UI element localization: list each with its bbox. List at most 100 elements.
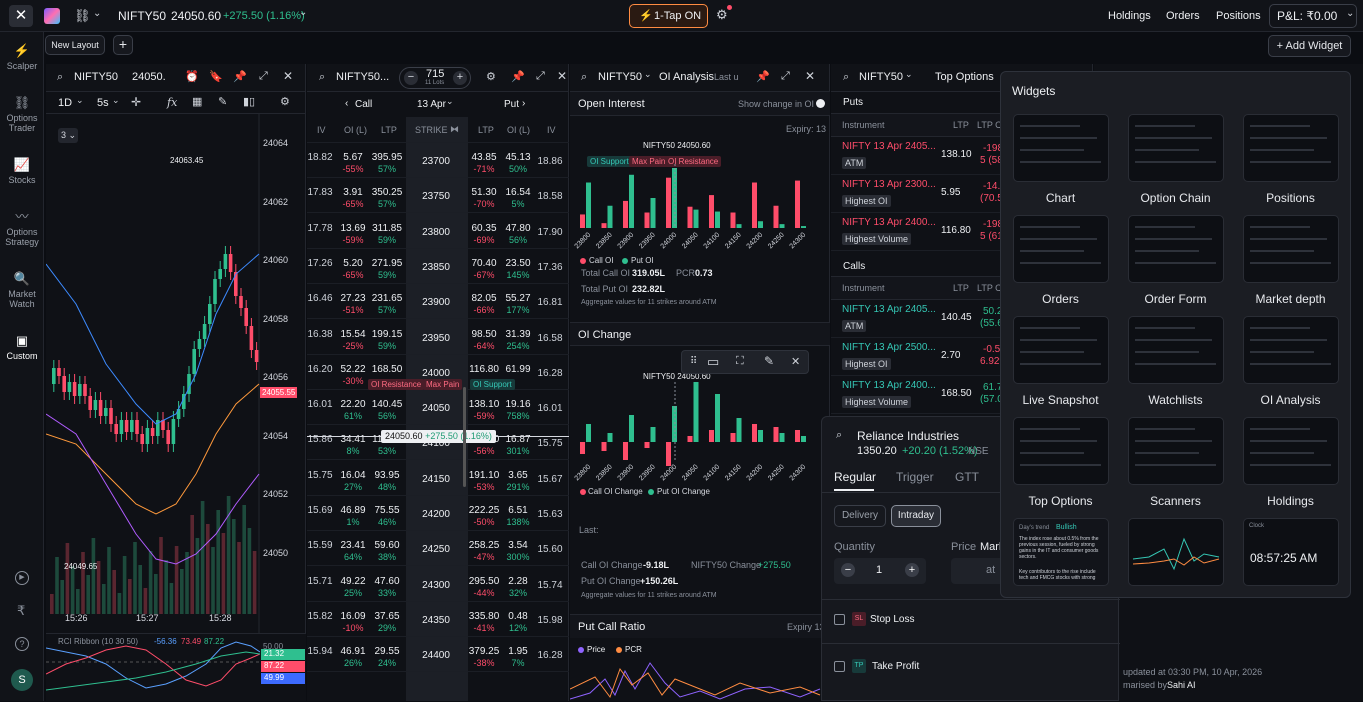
widget-label[interactable]: Top Options [1028, 494, 1093, 508]
expiry-select[interactable]: 13 Apr [417, 99, 446, 110]
widget-card[interactable] [1013, 114, 1109, 182]
lots-value[interactable]: 715 [426, 68, 445, 80]
quantity-value[interactable]: 1 [876, 564, 883, 576]
lots-stepper[interactable]: − 715 11 Lots + [399, 67, 471, 89]
widget-label[interactable]: Positions [1266, 191, 1315, 205]
nav-orders[interactable]: Orders [1166, 10, 1200, 22]
widget-card[interactable] [1243, 114, 1339, 182]
widget-card[interactable] [1013, 417, 1109, 485]
widget-card[interactable] [1243, 316, 1339, 384]
minus-icon[interactable]: − [404, 71, 418, 85]
settings-gear-icon[interactable]: ⚙ [716, 7, 728, 22]
option-chain-row[interactable]: 15.59 23.41 59.60 24250 258.25 3.54 15.60 64% 38… [307, 531, 569, 567]
widget-card[interactable] [1128, 215, 1224, 283]
nav-positions[interactable]: Positions [1216, 10, 1261, 22]
widget-label[interactable]: OI Analysis [1260, 393, 1321, 407]
scrollbar[interactable] [463, 387, 466, 487]
order-tab-trigger[interactable]: Trigger [896, 470, 934, 484]
top-option-row[interactable]: NIFTY 13 Apr 2500... Highest OI 2.70 -0.55 … [831, 338, 1093, 376]
option-chain-row[interactable]: 17.78 13.69 311.85 23800 60.35 47.80 17.90 -59%… [307, 214, 569, 249]
top-options-symbol[interactable]: NIFTY50 [859, 71, 904, 83]
interval-select[interactable]: 5s [97, 97, 109, 109]
quantity-stepper[interactable]: − 1 + [834, 558, 926, 584]
chevron-down-icon[interactable]: ⌄ [93, 8, 102, 19]
chevron-down-icon[interactable]: ⌄ [299, 7, 308, 18]
widget-label[interactable]: Orders [1042, 292, 1079, 306]
search-icon[interactable]: ⌕ [836, 429, 843, 441]
strike-sort-icon[interactable]: ⧓ [450, 124, 459, 134]
expand-icon[interactable]: ⤢ [259, 70, 268, 82]
widget-label[interactable]: Market depth [1255, 292, 1326, 306]
take-profit-label[interactable]: Take Profit [872, 661, 920, 672]
oi-change-chart[interactable]: 23800 23850 23900 23950 24000 24050 24100 24150… [570, 382, 830, 482]
widget-card[interactable] [1128, 417, 1224, 485]
widget-label[interactable]: Watchlists [1148, 393, 1203, 407]
delivery-button[interactable]: Delivery [834, 505, 886, 527]
pin-icon[interactable]: 📌 [511, 71, 525, 83]
oc-symbol[interactable]: NIFTY50... [336, 71, 390, 83]
draw-icon[interactable]: ✎ [218, 96, 228, 108]
link-icon[interactable]: ⛓ [74, 8, 91, 23]
pnl-display[interactable]: P&L: ₹0.00 ⌄ [1269, 4, 1357, 28]
crosshair-icon[interactable]: ✛ [131, 95, 142, 109]
widget-label[interactable]: Order Form [1144, 292, 1207, 306]
option-chain-row[interactable]: 16.46 27.23 231.65 23900 82.05 55.27 16.81 -51%… [307, 284, 569, 320]
widget-card-day-trend[interactable]: Day's trend Bullish The index rose about 0… [1013, 518, 1109, 586]
pin-icon[interactable]: 📌 [233, 71, 247, 83]
pin-icon[interactable]: 📌 [756, 71, 770, 83]
top-option-row[interactable]: NIFTY 13 Apr 2405... ATM 138.10 -198 5 (58 [831, 137, 1093, 175]
close-icon[interactable]: ✕ [283, 69, 294, 83]
search-icon[interactable]: ⌕ [319, 71, 326, 83]
sidebar-item-scalper[interactable]: ⚡ Scalper [0, 44, 44, 72]
widget-card[interactable] [1128, 114, 1224, 182]
drag-handle-icon[interactable]: ⠿ [690, 356, 698, 367]
add-widget-button[interactable]: + Add Widget [1268, 35, 1351, 57]
top-option-row[interactable]: NIFTY 13 Apr 2400... Highest Volume 168.50… [831, 376, 1093, 414]
widget-label[interactable]: Holdings [1267, 494, 1314, 508]
close-icon[interactable]: ✕ [9, 5, 33, 27]
chevron-down-icon[interactable]: ⌄ [76, 95, 84, 105]
sidebar-item-options-strategy[interactable]: 〰 Options Strategy [0, 210, 44, 248]
rupee-icon[interactable]: ₹ [17, 603, 26, 618]
plus-icon[interactable]: + [453, 71, 467, 85]
sidebar-item-options-trader[interactable]: ⛓ Options Trader [0, 96, 44, 134]
widget-card-chart-preview[interactable] [1128, 518, 1224, 586]
option-chain-row[interactable]: 18.82 5.67 395.95 23700 43.85 45.13 18.86 -55% 5… [307, 143, 569, 178]
close-icon[interactable]: ✕ [805, 69, 816, 83]
top-option-row[interactable]: NIFTY 13 Apr 2400... Highest Volume 116.80… [831, 213, 1093, 251]
search-icon[interactable]: ⌕ [581, 71, 588, 83]
widget-card-clock[interactable]: Clock 08:57:25 AM [1243, 518, 1339, 586]
plus-icon[interactable]: + [905, 563, 919, 577]
price-mode[interactable]: Marl [980, 541, 1002, 553]
avatar[interactable]: S [11, 669, 33, 691]
expand-icon[interactable]: ⤢ [781, 70, 790, 82]
option-chain-row[interactable]: 15.71 49.22 47.60 24300 295.50 2.28 15.74 25% 33… [307, 567, 569, 602]
widget-card[interactable] [1243, 417, 1339, 485]
grid-icon[interactable]: ▦ [192, 96, 203, 108]
order-tab-regular[interactable]: Regular [834, 470, 877, 484]
alarm-icon[interactable]: ⏰ [185, 71, 199, 83]
widget-label[interactable]: Chart [1045, 191, 1076, 205]
nav-holdings[interactable]: Holdings [1108, 10, 1151, 22]
widget-card[interactable] [1128, 316, 1224, 384]
help-icon[interactable]: ? [15, 637, 29, 651]
candle-type-icon[interactable]: ▮▯ [243, 96, 256, 108]
stop-loss-checkbox[interactable] [834, 614, 845, 625]
bookmark-icon[interactable]: 🔖 [209, 71, 223, 83]
option-chain-row[interactable]: 16.01 22.20 140.45 24050 138.10 19.16 16.01 61%… [307, 390, 569, 426]
sahi-ai-link[interactable]: Sahi AI [1167, 680, 1196, 690]
option-chain-row[interactable]: 17.26 5.20 271.95 23850 70.40 23.50 17.36 -65% 5… [307, 249, 569, 284]
oi-symbol[interactable]: NIFTY50 [598, 71, 643, 83]
sidebar-item-custom[interactable]: ▣ Custom [0, 334, 44, 362]
add-layout-button[interactable]: + [113, 35, 133, 55]
sidebar-item-stocks[interactable]: 📈 Stocks [0, 158, 44, 186]
option-chain-row[interactable]: 15.82 16.09 37.65 24350 335.80 0.48 15.98 -10% 2… [307, 602, 569, 637]
fullscreen-icon[interactable]: ⛶ [736, 355, 744, 367]
intraday-button[interactable]: Intraday [891, 505, 941, 527]
timeframe-select[interactable]: 1D [58, 97, 73, 109]
stock-name[interactable]: Reliance Industries [857, 429, 960, 443]
one-tap-button[interactable]: ⚡ 1-Tap ON [629, 4, 708, 28]
widget-label[interactable]: Option Chain [1140, 191, 1211, 205]
option-chain-row[interactable]: 17.83 3.91 350.25 23750 51.30 16.54 18.58 -65% 5… [307, 178, 569, 214]
widget-card[interactable] [1013, 316, 1109, 384]
